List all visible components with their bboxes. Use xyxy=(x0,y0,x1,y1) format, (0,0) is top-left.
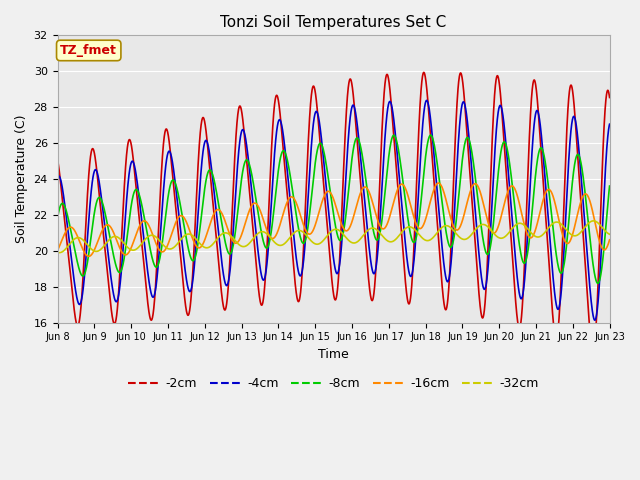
-2cm xyxy=(589,348,597,354)
Title: Tonzi Soil Temperatures Set C: Tonzi Soil Temperatures Set C xyxy=(220,15,447,30)
-8cm xyxy=(605,183,613,189)
-32cm xyxy=(589,218,597,224)
-8cm xyxy=(561,253,569,259)
-32cm xyxy=(285,235,293,241)
-32cm xyxy=(605,231,613,237)
-16cm xyxy=(435,180,442,186)
-4cm xyxy=(423,97,431,103)
-8cm xyxy=(54,215,61,221)
-8cm xyxy=(594,280,602,286)
-2cm xyxy=(589,348,596,354)
-8cm xyxy=(285,168,293,174)
Line: -32cm: -32cm xyxy=(58,221,609,252)
-8cm xyxy=(427,132,435,138)
-8cm xyxy=(290,197,298,203)
-2cm xyxy=(420,70,428,75)
Line: -2cm: -2cm xyxy=(58,72,609,351)
-16cm xyxy=(316,206,324,212)
Line: -8cm: -8cm xyxy=(58,135,609,283)
-16cm xyxy=(290,196,298,202)
-8cm xyxy=(455,193,463,199)
-16cm xyxy=(605,237,613,243)
-4cm xyxy=(316,122,324,128)
-4cm xyxy=(455,135,463,141)
-8cm xyxy=(589,259,596,265)
Y-axis label: Soil Temperature (C): Soil Temperature (C) xyxy=(15,115,28,243)
-4cm xyxy=(605,121,613,127)
-4cm xyxy=(290,234,298,240)
-32cm xyxy=(56,250,63,255)
-4cm xyxy=(589,311,596,316)
-16cm xyxy=(561,239,569,245)
-2cm xyxy=(285,216,293,221)
-16cm xyxy=(85,253,93,259)
-16cm xyxy=(54,248,61,253)
-2cm xyxy=(316,136,324,142)
-32cm xyxy=(54,249,61,255)
-4cm xyxy=(285,190,293,195)
-4cm xyxy=(561,223,569,229)
Line: -16cm: -16cm xyxy=(58,183,609,256)
-32cm xyxy=(561,226,569,231)
Text: TZ_fmet: TZ_fmet xyxy=(60,44,117,57)
-4cm xyxy=(54,175,61,180)
-16cm xyxy=(589,210,596,216)
-2cm xyxy=(54,157,61,163)
-16cm xyxy=(285,195,293,201)
-4cm xyxy=(591,317,598,323)
-2cm xyxy=(605,95,613,100)
-32cm xyxy=(290,230,298,236)
-16cm xyxy=(455,226,463,232)
Line: -4cm: -4cm xyxy=(58,100,609,320)
-32cm xyxy=(455,233,463,239)
-8cm xyxy=(316,141,324,146)
-32cm xyxy=(589,218,596,224)
-32cm xyxy=(316,240,324,246)
-2cm xyxy=(561,164,569,169)
Legend: -2cm, -4cm, -8cm, -16cm, -32cm: -2cm, -4cm, -8cm, -16cm, -32cm xyxy=(123,372,544,395)
-2cm xyxy=(455,79,463,84)
-2cm xyxy=(290,267,298,273)
X-axis label: Time: Time xyxy=(318,348,349,361)
